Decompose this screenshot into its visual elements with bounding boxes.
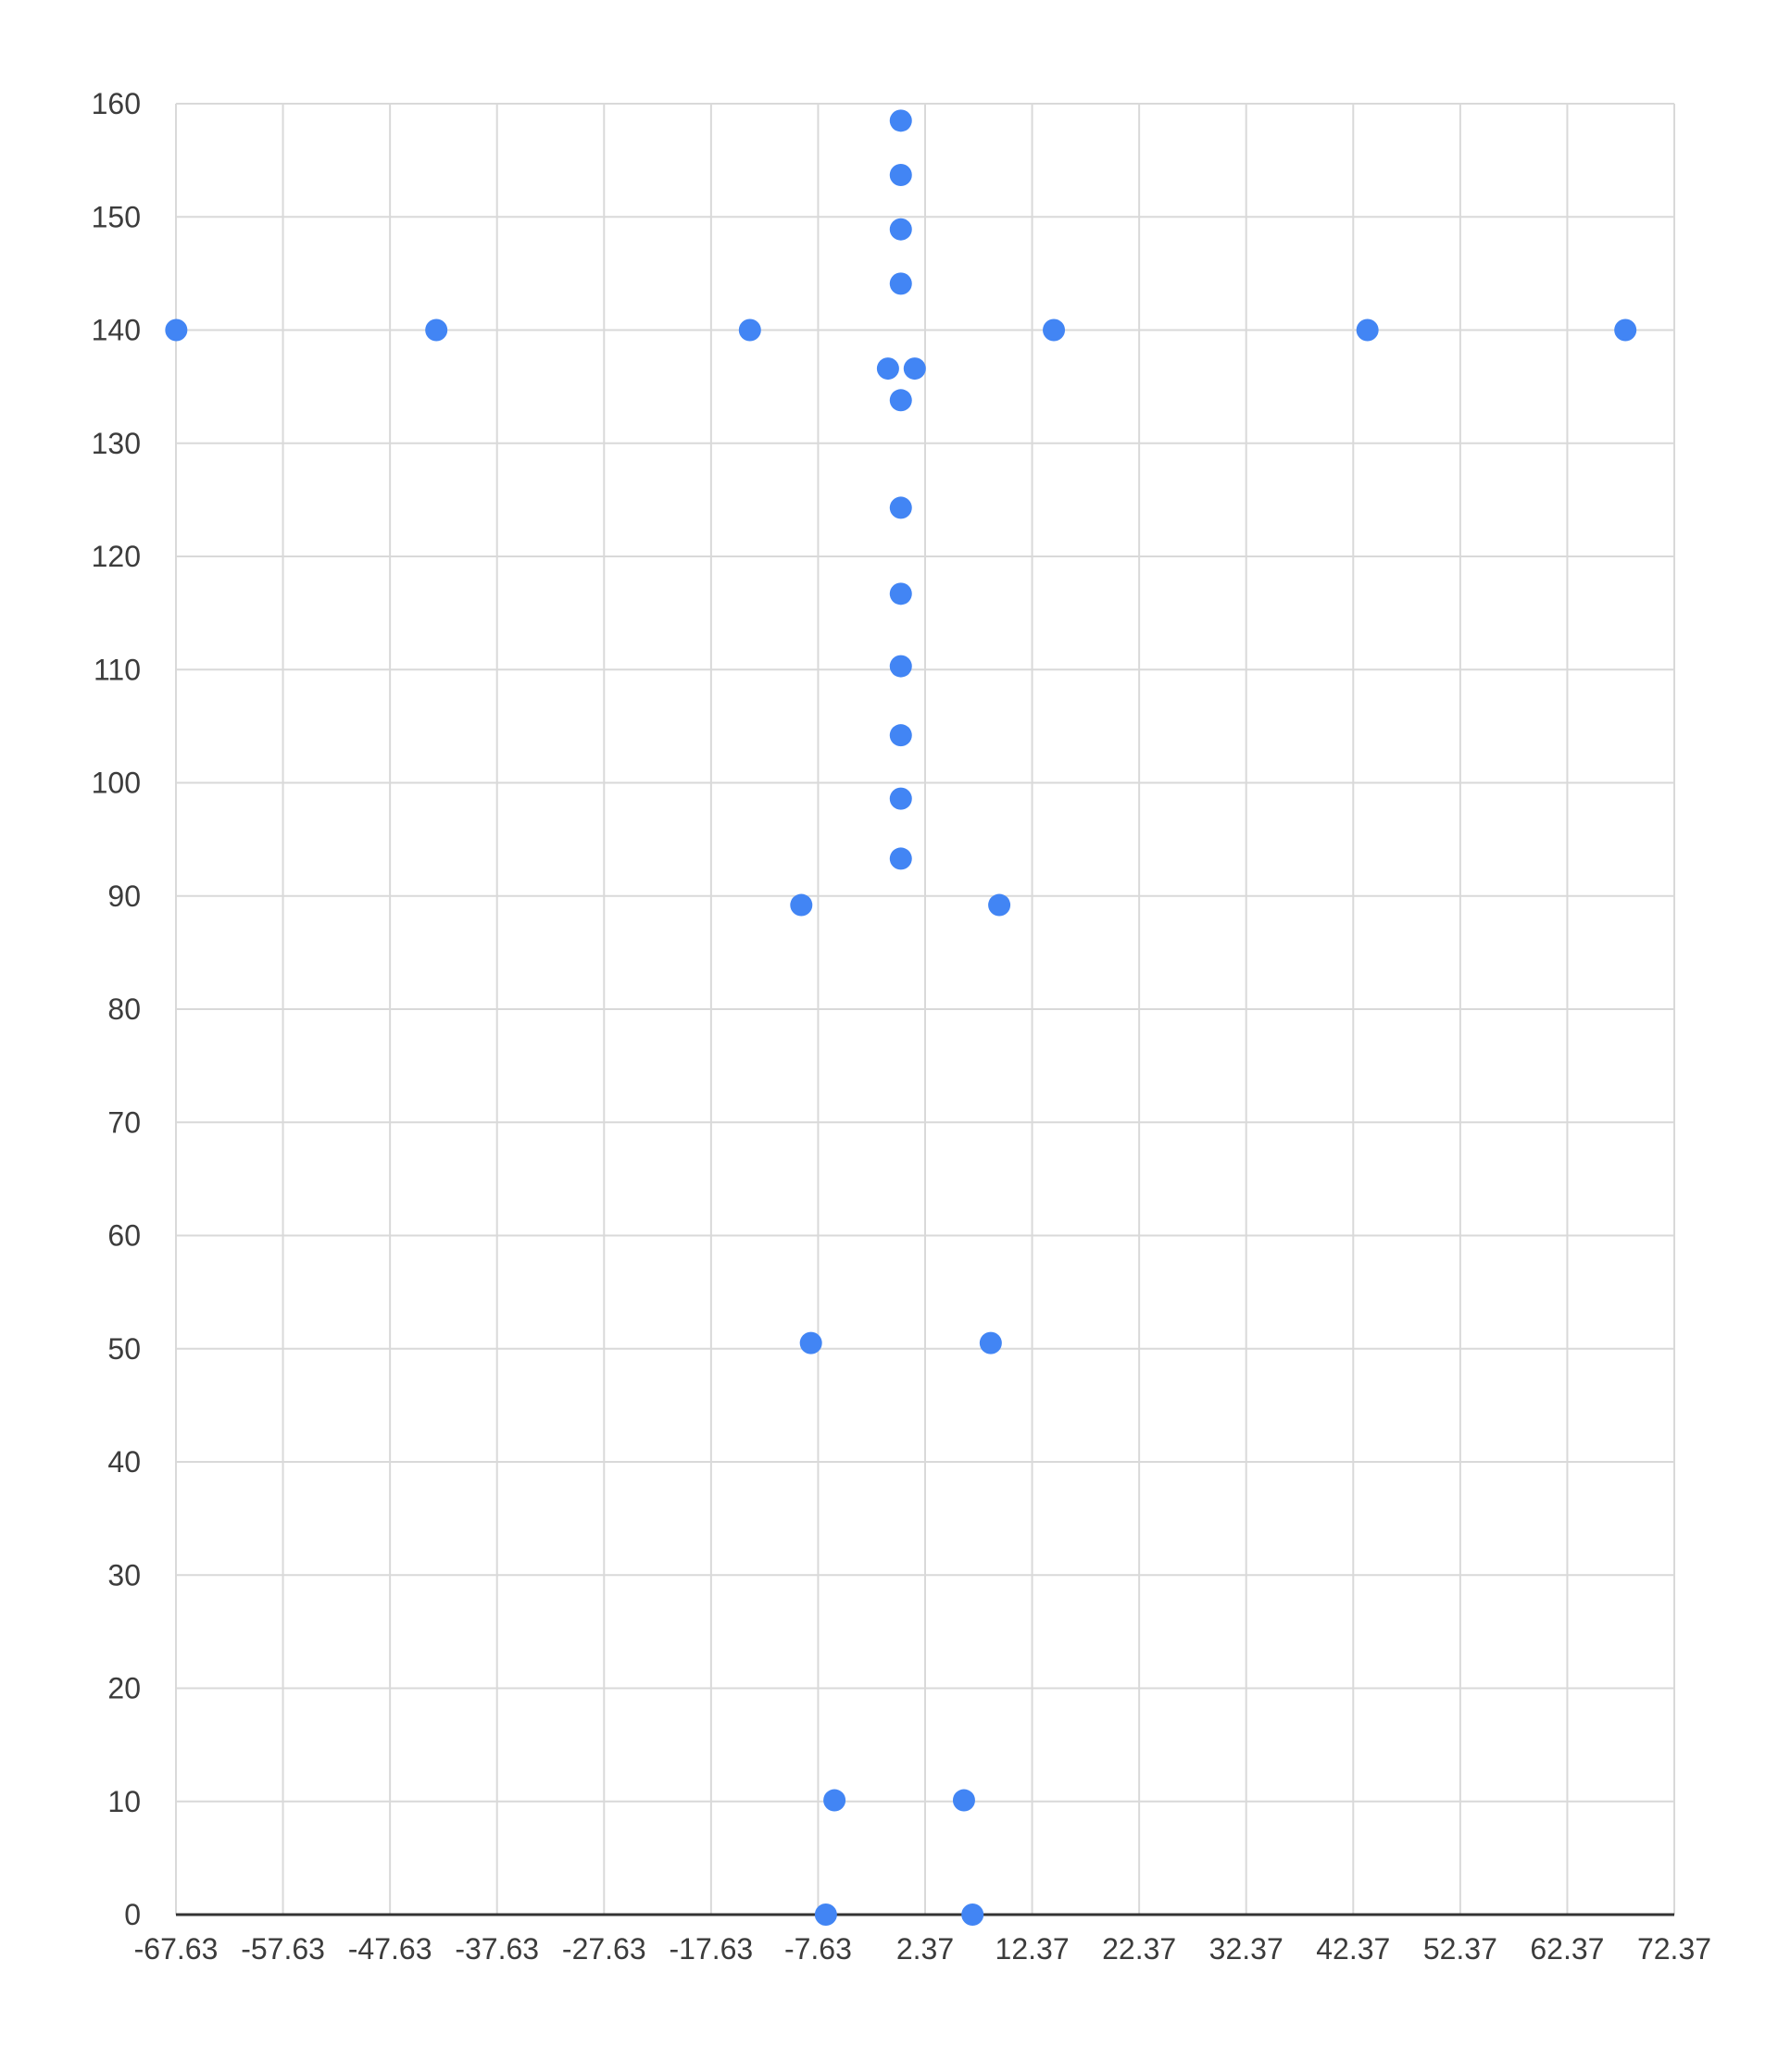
- scatter-point: [1614, 318, 1637, 342]
- scatter-point: [889, 272, 912, 295]
- scatter-point: [961, 1903, 984, 1926]
- y-tick-label: 70: [107, 1105, 141, 1139]
- scatter-point: [1356, 318, 1379, 342]
- y-tick-label: 110: [94, 653, 141, 686]
- x-axis-tick-labels: -67.63 -57.63 -47.63 -37.63 -27.63 -17.63 -7.6…: [134, 1932, 1711, 1966]
- scatter-point: [876, 357, 899, 381]
- scatter-point: [823, 1789, 846, 1812]
- scatter-point: [799, 1331, 822, 1354]
- scatter-point: [889, 787, 912, 810]
- x-tick-label: -7.63: [784, 1932, 852, 1966]
- y-tick-label: 120: [92, 540, 141, 573]
- x-tick-label: 52.37: [1423, 1932, 1497, 1966]
- x-tick-label: -47.63: [348, 1932, 432, 1966]
- x-tick-label: 32.37: [1209, 1932, 1283, 1966]
- x-tick-label: 72.37: [1637, 1932, 1711, 1966]
- scatter-point: [889, 218, 912, 241]
- y-tick-label: 160: [92, 87, 141, 120]
- x-tick-label: -17.63: [669, 1932, 753, 1966]
- x-tick-label: -67.63: [134, 1932, 219, 1966]
- y-tick-label: 10: [107, 1785, 141, 1818]
- y-tick-label: 140: [92, 314, 141, 347]
- scatter-point: [165, 318, 188, 342]
- scatter-point: [889, 389, 912, 412]
- y-tick-label: 40: [107, 1445, 141, 1479]
- y-tick-label: 50: [107, 1332, 141, 1366]
- y-tick-label: 150: [92, 200, 141, 233]
- x-tick-label: 12.37: [995, 1932, 1070, 1966]
- x-tick-label: -37.63: [455, 1932, 539, 1966]
- scatter-point: [952, 1789, 975, 1812]
- grid: [175, 103, 1675, 1915]
- x-tick-label: -57.63: [241, 1932, 325, 1966]
- scatter-point: [889, 109, 912, 132]
- x-tick-label: 22.37: [1102, 1932, 1176, 1966]
- scatter-point: [738, 318, 761, 342]
- scatter-point: [425, 318, 448, 342]
- data-points: [165, 109, 1637, 1926]
- scatter-point: [814, 1903, 837, 1926]
- scatter-point: [979, 1331, 1002, 1354]
- x-tick-label: 42.37: [1316, 1932, 1390, 1966]
- y-axis-tick-labels: 0 10 20 30 40 50 60 70 80 90 100 110 120 130 140 150 160: [92, 87, 141, 1931]
- scatter-point: [889, 655, 912, 678]
- y-tick-label: 90: [107, 880, 141, 913]
- y-tick-label: 100: [92, 767, 141, 800]
- x-tick-label: 2.37: [896, 1932, 954, 1966]
- y-tick-label: 130: [92, 427, 141, 460]
- y-tick-label: 20: [107, 1672, 141, 1705]
- y-tick-label: 0: [124, 1898, 141, 1931]
- scatter-point: [889, 164, 912, 187]
- y-tick-label: 80: [107, 992, 141, 1026]
- scatter-point: [889, 724, 912, 747]
- scatter-point: [903, 357, 926, 381]
- scatter-point: [889, 847, 912, 870]
- x-tick-label: -27.63: [562, 1932, 646, 1966]
- scatter-point: [790, 893, 813, 917]
- scatter-point: [889, 496, 912, 519]
- y-tick-label: 60: [107, 1219, 141, 1253]
- scatter-point: [1043, 318, 1066, 342]
- scatter-point: [889, 582, 912, 605]
- scatter-point: [988, 893, 1011, 917]
- y-tick-label: 30: [107, 1558, 141, 1591]
- x-tick-label: 62.37: [1530, 1932, 1604, 1966]
